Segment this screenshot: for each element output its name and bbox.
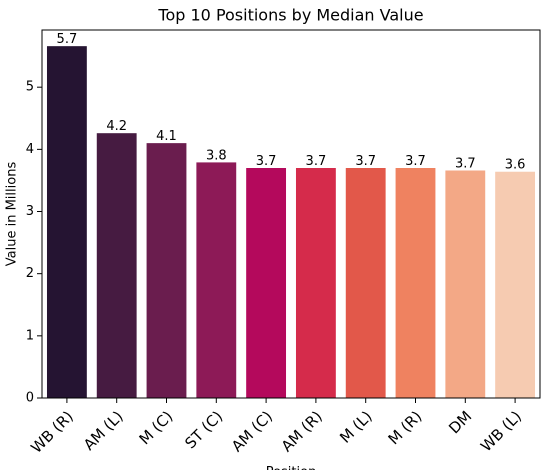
bar-value-label: 5.7 [57, 32, 78, 47]
x-tick-label: WB (L) [477, 407, 525, 455]
bar [196, 162, 237, 398]
bar-value-label: 3.7 [256, 154, 277, 169]
chart-title: Top 10 Positions by Median Value [157, 6, 423, 25]
y-axis-label: Value in Millions [5, 162, 20, 267]
y-tick-label: 3 [26, 204, 34, 219]
bar-value-label: 3.6 [505, 158, 526, 173]
bar [295, 168, 336, 398]
bar [495, 171, 536, 398]
bar [395, 168, 436, 398]
bar [345, 168, 386, 398]
bar-value-label: 3.7 [405, 154, 426, 169]
x-tick-label: AM (R) [278, 407, 326, 455]
x-tick-label: WB (R) [27, 407, 77, 457]
bar-value-label: 3.7 [306, 154, 327, 169]
x-tick-label: M (C) [136, 407, 177, 448]
y-tick-label: 1 [26, 328, 34, 343]
bar [96, 133, 137, 398]
bar-value-label: 3.7 [355, 154, 376, 169]
y-tick-label: 5 [26, 80, 34, 95]
y-tick-label: 2 [26, 266, 34, 281]
x-tick-label: AM (L) [80, 407, 127, 454]
bar-value-label: 4.1 [156, 129, 177, 144]
x-axis-label: Position [266, 465, 317, 470]
bar [246, 168, 287, 398]
bar-value-label: 4.2 [106, 119, 127, 134]
y-tick-label: 4 [26, 142, 34, 157]
bar-value-label: 3.8 [206, 148, 227, 163]
x-tick-label: M (R) [385, 407, 426, 448]
x-tick-label: M (L) [336, 407, 375, 446]
bar [146, 143, 187, 398]
bar-value-label: 3.7 [455, 156, 476, 171]
bar [445, 170, 486, 398]
bar [46, 46, 87, 398]
x-tick-label: ST (C) [181, 407, 226, 452]
y-tick-label: 0 [26, 391, 34, 406]
x-tick-label: DM [445, 407, 475, 437]
x-tick-label: AM (C) [228, 407, 276, 455]
plot-frame [41, 29, 541, 399]
